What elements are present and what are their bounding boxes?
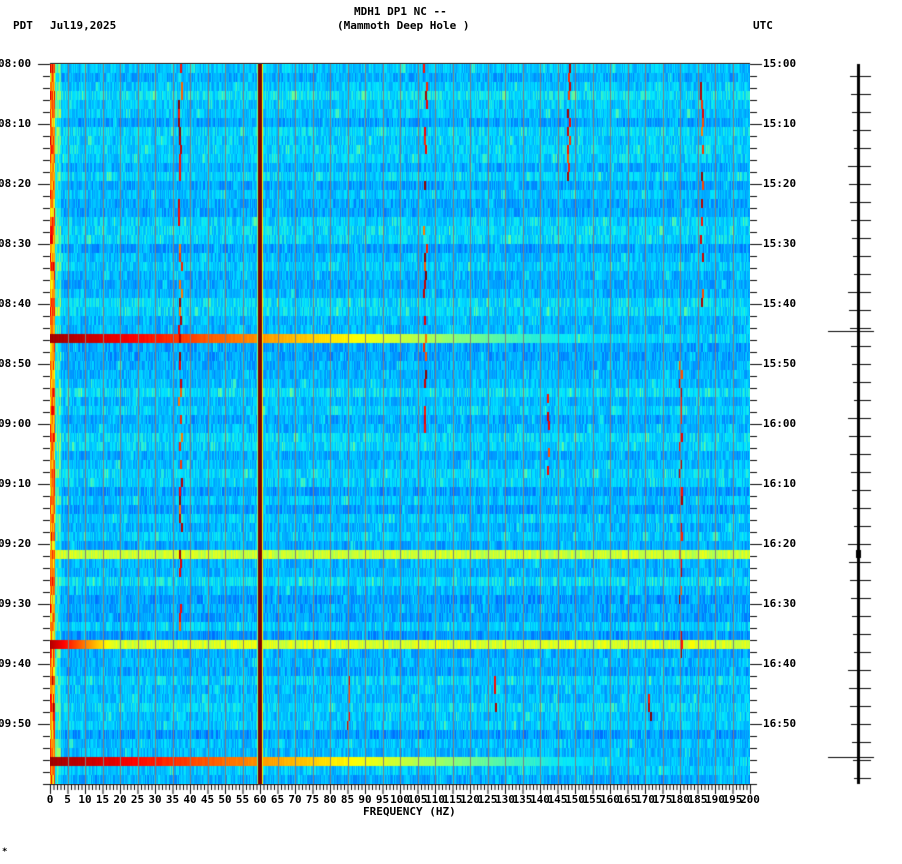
y-tick-label-right: 16:50 — [763, 717, 797, 730]
x-tick-label: 160 — [600, 793, 620, 806]
y-tick-label-left: 08:50 — [0, 357, 32, 370]
x-tick-label: 65 — [270, 793, 285, 806]
x-tick-label: 200 — [740, 793, 760, 806]
x-tick-label: 170 — [635, 793, 655, 806]
x-tick-label: 55 — [235, 793, 250, 806]
x-tick-label: 185 — [687, 793, 708, 806]
y-tick-label-right: 16:10 — [763, 477, 797, 490]
y-tick-label-right: 15:00 — [763, 57, 797, 70]
x-tick-label: 180 — [670, 793, 690, 806]
x-tick-label: 90 — [358, 793, 372, 806]
x-tick-label: 80 — [323, 793, 337, 806]
x-tick-label: 155 — [582, 793, 603, 806]
y-tick-label-left: 09:00 — [0, 417, 32, 430]
x-tick-label: 85 — [340, 793, 355, 806]
footer-mark: * — [2, 847, 8, 857]
y-tick-label-left: 08:30 — [0, 237, 32, 250]
x-tick-label: 15 — [95, 793, 110, 806]
y-tick-label-right: 16:40 — [763, 657, 797, 670]
x-tick-label: 190 — [705, 793, 725, 806]
spectrogram-heatmap — [50, 64, 750, 784]
x-tick-label: 195 — [722, 793, 743, 806]
x-tick-label: 20 — [113, 793, 127, 806]
y-tick-label-right: 15:30 — [763, 237, 797, 250]
y-tick-label-left: 08:20 — [0, 177, 32, 190]
y-tick-label-left: 09:30 — [0, 597, 32, 610]
y-tick-label-left: 09:20 — [0, 537, 32, 550]
x-tick-label: 150 — [565, 793, 585, 806]
x-tick-label: 40 — [183, 793, 197, 806]
x-tick-label: 135 — [512, 793, 533, 806]
y-tick-label-right: 16:00 — [763, 417, 797, 430]
y-tick-label-left: 09:50 — [0, 717, 32, 730]
x-tick-label: 140 — [530, 793, 550, 806]
x-tick-label: 145 — [547, 793, 568, 806]
y-tick-label-left: 09:10 — [0, 477, 32, 490]
x-tick-label: 110 — [425, 793, 445, 806]
y-tick-label-right: 15:40 — [763, 297, 797, 310]
x-tick-label: 50 — [218, 793, 232, 806]
x-tick-label: 95 — [375, 793, 390, 806]
x-tick-label: 125 — [477, 793, 498, 806]
y-tick-label-right: 16:20 — [763, 537, 797, 550]
x-tick-label: 70 — [288, 793, 302, 806]
y-tick-label-left: 09:40 — [0, 657, 32, 670]
x-tick-label: 45 — [200, 793, 215, 806]
x-tick-label: 25 — [130, 793, 145, 806]
y-tick-label-right: 16:30 — [763, 597, 797, 610]
x-tick-label: 100 — [390, 793, 410, 806]
x-tick-label: 30 — [148, 793, 162, 806]
x-tick-label: 175 — [652, 793, 673, 806]
y-tick-label-left: 08:00 — [0, 57, 32, 70]
x-tick-label: 0 — [46, 793, 54, 806]
x-tick-label: 105 — [407, 793, 428, 806]
x-axis-title: FREQUENCY (HZ) — [363, 805, 456, 818]
x-tick-label: 120 — [460, 793, 480, 806]
y-tick-label-left: 08:10 — [0, 117, 32, 130]
y-tick-label-left: 08:40 — [0, 297, 32, 310]
y-tick-label-right: 15:20 — [763, 177, 797, 190]
x-tick-label: 115 — [442, 793, 463, 806]
x-tick-label: 165 — [617, 793, 638, 806]
y-tick-label-right: 15:50 — [763, 357, 797, 370]
y-tick-label-right: 15:10 — [763, 117, 797, 130]
x-tick-label: 60 — [253, 793, 267, 806]
x-tick-label: 130 — [495, 793, 515, 806]
x-tick-label: 10 — [78, 793, 92, 806]
x-tick-label: 5 — [64, 793, 71, 806]
x-tick-label: 75 — [305, 793, 320, 806]
x-tick-label: 35 — [165, 793, 180, 806]
